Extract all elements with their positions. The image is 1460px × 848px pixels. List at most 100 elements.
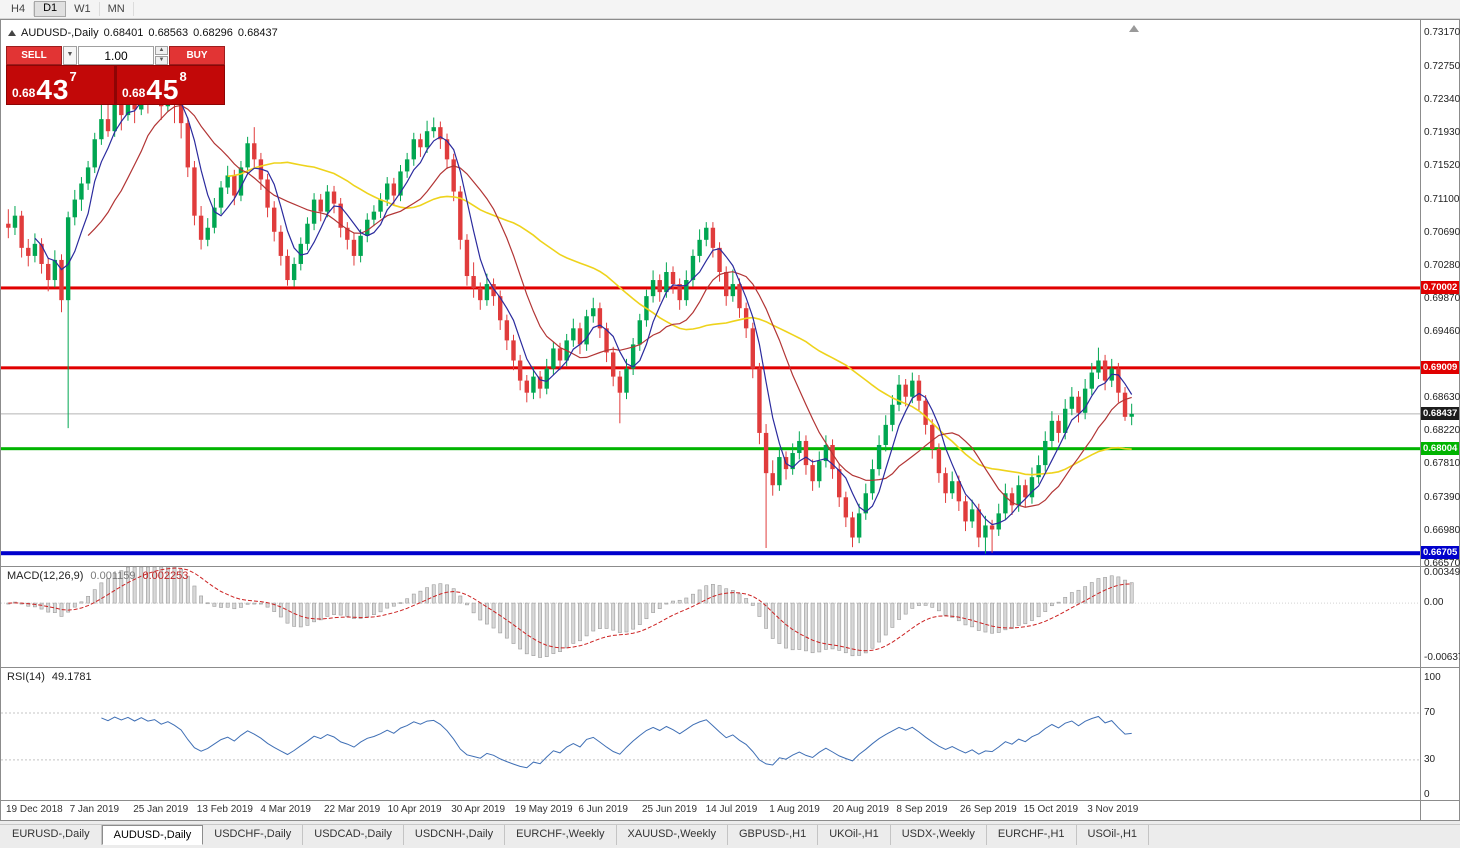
volume-step-down-icon[interactable]: ▼	[155, 56, 168, 65]
macd-histogram	[6, 567, 1134, 658]
chart-tab-bar: EURUSD-,Daily AUDUSD-,Daily USDCHF-,Daily U…	[0, 824, 1460, 845]
timeframe-button-w1[interactable]: W1	[66, 2, 100, 16]
timeframe-button-d1[interactable]: D1	[34, 1, 67, 17]
price-scale-label: 0.71930	[1424, 126, 1460, 138]
macd-scale-label: 0.00	[1424, 597, 1444, 609]
timeframe-button-mn[interactable]: MN	[100, 2, 134, 16]
chevron-down-icon[interactable]: ▼	[63, 46, 77, 65]
rsi-name: RSI(14)	[7, 671, 45, 683]
horizontal-line[interactable]	[1, 447, 1420, 451]
ohlc-open: 0.68401	[103, 27, 144, 39]
symbol-info-line: AUDUSD-,Daily 0.68401 0.68563 0.68296 0.…	[8, 27, 278, 39]
one-click-trading-panel: SELL ▼ ▲ ▼ BUY 0.68 43 7	[6, 46, 225, 105]
volume-input[interactable]	[78, 46, 154, 65]
date-axis-label: 26 Sep 2019	[960, 804, 1017, 815]
chart-tab[interactable]: EURCHF-,H1	[986, 825, 1077, 845]
one-click-trading-toggle-icon[interactable]	[8, 30, 16, 36]
macd-canvas[interactable]	[1, 567, 1420, 667]
price-scale-label: 0.69870	[1424, 292, 1460, 304]
current-price-tag: 0.68437	[1421, 406, 1459, 420]
price-line-tag: 0.68004	[1421, 441, 1459, 455]
date-axis-label: 1 Aug 2019	[769, 804, 820, 815]
macd-signal-value: 0.002253	[142, 570, 189, 582]
price-line-tag: 0.66705	[1421, 546, 1459, 560]
moving-average-13	[87, 104, 1132, 508]
date-axis-label: 7 Jan 2019	[69, 804, 120, 815]
date-axis-label: 30 Apr 2019	[451, 804, 506, 815]
buy-price-prefix: 0.68	[122, 86, 146, 100]
macd-label: MACD(12,26,9) 0.001159 0.002253	[7, 570, 188, 582]
price-scale-label: 0.71100	[1424, 193, 1460, 205]
rsi-label: RSI(14) 49.1781	[7, 671, 92, 683]
moving-average-34	[227, 161, 1132, 476]
sell-price-display[interactable]: 0.68 43 7	[7, 66, 114, 104]
macd-indicator-pane[interactable]: MACD(12,26,9) 0.001159 0.002253	[1, 567, 1459, 668]
volume-stepper: ▲ ▼	[155, 46, 168, 65]
rsi-indicator-pane[interactable]: RSI(14) 49.1781	[1, 668, 1459, 801]
chart-tab[interactable]: GBPUSD-,H1	[727, 825, 819, 845]
rsi-value: 49.1781	[51, 671, 92, 683]
sell-price-sup: 7	[69, 69, 77, 84]
rsi-scale-label: 100	[1424, 671, 1441, 683]
chart-tab[interactable]: USDCAD-,Daily	[303, 825, 404, 845]
ohlc-low: 0.68296	[193, 27, 233, 39]
chart-tab[interactable]: AUDUSD-,Daily	[101, 825, 204, 845]
date-axis-label: 25 Jan 2019	[133, 804, 189, 815]
macd-signal-line	[8, 567, 1132, 652]
price-scale-label: 0.73170	[1424, 27, 1460, 39]
price-scale-label: 0.71520	[1424, 159, 1460, 171]
date-axis-label: 6 Jun 2019	[578, 804, 628, 815]
price-scale-label: 0.72750	[1424, 60, 1460, 72]
price-scale-label: 0.67390	[1424, 492, 1460, 504]
sell-button[interactable]: SELL	[6, 46, 62, 65]
chart-tab[interactable]: XAUUSD-,Weekly	[616, 825, 728, 845]
price-scale[interactable]: 0.73170 0.72750 0.72340 0.71930 0.71520 0.711…	[1421, 20, 1460, 820]
rsi-scale-label: 30	[1424, 753, 1436, 765]
price-shift-marker-icon[interactable]	[1129, 25, 1139, 32]
price-scale-label: 0.68630	[1424, 392, 1460, 404]
timeframe-button-h4[interactable]: H4	[3, 2, 35, 16]
date-axis-label: 22 Mar 2019	[324, 804, 381, 815]
price-line-tag: 0.69009	[1421, 360, 1459, 374]
price-scale-label: 0.70280	[1424, 259, 1460, 271]
horizontal-line[interactable]	[1, 286, 1420, 290]
rsi-canvas[interactable]	[1, 668, 1420, 800]
price-scale-label: 0.66980	[1424, 525, 1460, 537]
buy-price-big: 45	[146, 74, 180, 104]
price-chart-pane[interactable]: AUDUSD-,Daily 0.68401 0.68563 0.68296 0.…	[1, 20, 1459, 567]
candles	[6, 70, 1134, 554]
price-line-tag: 0.70002	[1421, 280, 1459, 294]
price-chart-canvas[interactable]	[1, 20, 1420, 566]
date-axis-label: 19 Dec 2018	[6, 804, 63, 815]
chart-tab[interactable]: EURCHF-,Weekly	[505, 825, 617, 845]
chart-tab[interactable]: EURUSD-,Daily	[1, 825, 102, 845]
moving-average-5	[34, 93, 1133, 526]
price-scale-label: 0.72340	[1424, 93, 1460, 105]
date-axis-label: 25 Jun 2019	[642, 804, 698, 815]
chart-tab[interactable]: USOil-,H1	[1076, 825, 1150, 845]
buy-button[interactable]: BUY	[169, 46, 225, 65]
date-axis-label: 10 Apr 2019	[387, 804, 442, 815]
volume-step-up-icon[interactable]: ▲	[155, 46, 168, 55]
chart-tab[interactable]: UKOil-,H1	[818, 825, 891, 845]
chart-window: AUDUSD-,Daily 0.68401 0.68563 0.68296 0.…	[0, 19, 1460, 821]
date-axis-label: 13 Feb 2019	[196, 804, 253, 815]
sell-price-big: 43	[36, 74, 70, 104]
sell-price-prefix: 0.68	[12, 86, 36, 100]
chart-tab[interactable]: USDCHF-,Daily	[203, 825, 304, 845]
price-scale-label: 0.69460	[1424, 325, 1460, 337]
date-axis: 19 Dec 2018 7 Jan 2019 25 Jan 2019 13 Feb 2…	[1, 801, 1420, 820]
price-scale-label: 0.67810	[1424, 458, 1460, 470]
buy-price-display[interactable]: 0.68 45 8	[117, 66, 224, 104]
chart-tab[interactable]: USDX-,Weekly	[890, 825, 987, 845]
date-axis-label: 8 Sep 2019	[896, 804, 948, 815]
horizontal-line[interactable]	[1, 551, 1420, 556]
chart-tab[interactable]: USDCNH-,Daily	[403, 825, 506, 845]
rsi-scale-label: 70	[1424, 707, 1436, 719]
ohlc-close: 0.68437	[237, 27, 278, 39]
buy-price-sup: 8	[179, 69, 187, 84]
ohlc-high: 0.68563	[148, 27, 189, 39]
horizontal-line[interactable]	[1, 366, 1420, 370]
symbol-title: AUDUSD-,Daily	[21, 27, 99, 39]
